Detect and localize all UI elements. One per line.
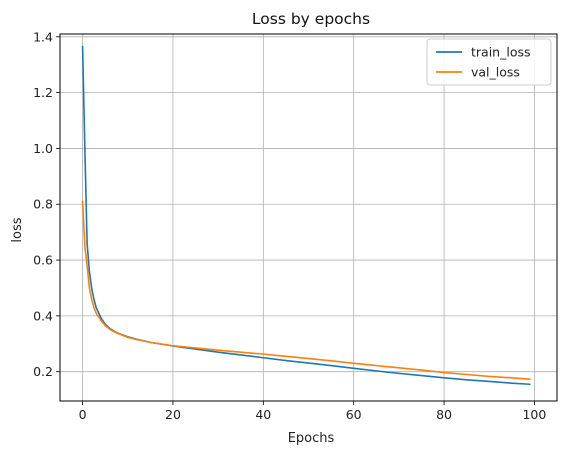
x-tick-label: 60 [346, 407, 362, 422]
plot-frame [59, 33, 558, 402]
series-line-val-loss [81, 200, 531, 381]
y-tick-label: 1.2 [33, 85, 53, 100]
chart-title: Loss by epochs [252, 10, 370, 28]
grid-lines [60, 34, 557, 401]
y-tick-label: 0.6 [33, 253, 53, 268]
x-tick-label: 0 [79, 407, 87, 422]
y-tick-label: 0.8 [33, 197, 53, 212]
legend-box [426, 38, 552, 86]
x-tick-label: 80 [436, 407, 452, 422]
x-tick-label: 40 [255, 407, 271, 422]
x-tick-label: 100 [522, 407, 546, 422]
axis-ticks: 0 20 40 60 80 100 0.2 0.4 0.6 0.8 1.0 1.2 1.4 [33, 29, 546, 422]
x-axis-label: Epochs [288, 431, 335, 446]
x-tick-label: 20 [165, 407, 181, 422]
y-tick-label: 1.0 [33, 141, 53, 156]
y-tick-label: 1.4 [33, 29, 53, 44]
y-tick-label: 0.4 [33, 308, 53, 323]
y-axis-label: loss [10, 217, 25, 242]
legend-label-val-loss: val_loss [471, 65, 520, 80]
series-lines [81, 45, 531, 386]
legend-label-train-loss: train_loss [471, 45, 531, 60]
y-tick-label: 0.2 [33, 364, 53, 379]
legend: train_loss val_loss [426, 38, 552, 86]
